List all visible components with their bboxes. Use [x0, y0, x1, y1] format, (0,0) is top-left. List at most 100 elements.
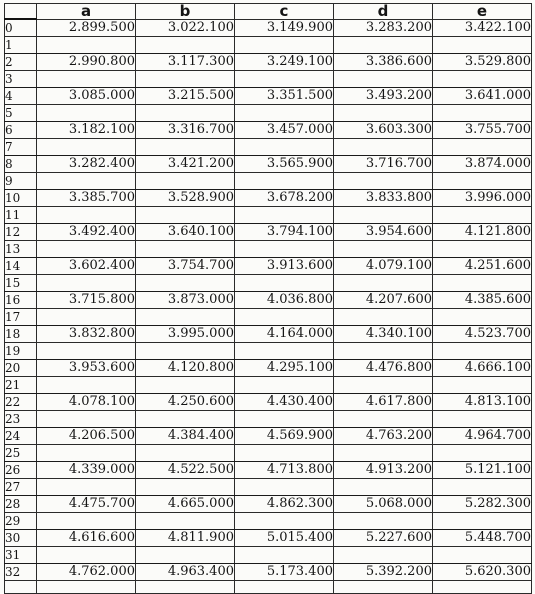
table-row: 9	[4, 172, 532, 190]
step-cell: 29	[4, 512, 37, 530]
value-cell-e: 3.422.100	[432, 18, 532, 37]
value-cell-e	[432, 274, 532, 292]
value-cell-b	[135, 342, 235, 360]
blank-cell	[135, 580, 235, 594]
step-cell: 27	[4, 478, 37, 496]
table-row: 25	[4, 444, 532, 462]
step-cell: 18	[4, 325, 37, 343]
value-cell-a	[36, 444, 136, 462]
value-cell-a	[36, 308, 136, 326]
value-cell-d: 4.617.800	[333, 393, 433, 411]
value-cell-e	[432, 444, 532, 462]
step-cell: 23	[4, 410, 37, 428]
value-cell-d	[333, 206, 433, 224]
value-cell-c	[234, 104, 334, 122]
value-cell-e	[432, 240, 532, 258]
value-cell-b: 4.963.400	[135, 563, 235, 581]
value-cell-e	[432, 376, 532, 394]
column-header-d: d	[333, 3, 433, 20]
value-cell-a: 4.078.100	[36, 393, 136, 411]
value-cell-c: 3.565.900	[234, 155, 334, 173]
value-cell-d	[333, 274, 433, 292]
step-cell: 11	[4, 206, 37, 224]
value-cell-e: 4.666.100	[432, 359, 532, 377]
value-cell-e: 4.964.700	[432, 427, 532, 445]
step-cell: 25	[4, 444, 37, 462]
value-cell-a: 4.475.700	[36, 495, 136, 513]
value-cell-d: 3.603.300	[333, 121, 433, 139]
value-cell-e	[432, 138, 532, 156]
value-cell-a: 3.602.400	[36, 257, 136, 275]
table-row: 4 3.085.000 3.215.500 3.351.500 3.493.200 3.6…	[4, 87, 532, 105]
value-cell-b	[135, 240, 235, 258]
value-cell-e	[432, 512, 532, 530]
value-cell-d	[333, 342, 433, 360]
value-cell-a	[36, 104, 136, 122]
value-cell-d: 4.476.800	[333, 359, 433, 377]
value-cell-c	[234, 70, 334, 88]
value-cell-a	[36, 478, 136, 496]
value-cell-c: 3.678.200	[234, 189, 334, 207]
value-cell-d: 4.079.100	[333, 257, 433, 275]
column-header-b: b	[135, 3, 235, 20]
value-cell-c	[234, 206, 334, 224]
value-cell-b: 3.316.700	[135, 121, 235, 139]
value-cell-a	[36, 36, 136, 54]
step-cell: 0	[4, 18, 37, 37]
value-cell-e: 3.641.000	[432, 87, 532, 105]
value-cell-b	[135, 104, 235, 122]
step-cell: 19	[4, 342, 37, 360]
step-cell: 16	[4, 291, 37, 309]
value-cell-d	[333, 546, 433, 564]
step-cell: 9	[4, 172, 37, 190]
value-cell-c: 4.862.300	[234, 495, 334, 513]
value-cell-b: 3.215.500	[135, 87, 235, 105]
value-cell-c	[234, 240, 334, 258]
table-row: 23	[4, 410, 532, 428]
value-cell-b	[135, 444, 235, 462]
table-header-row: a b c d e	[4, 3, 532, 20]
table-row: 12 3.492.400 3.640.100 3.794.100 3.954.600 4.…	[4, 223, 532, 241]
value-cell-b: 3.995.000	[135, 325, 235, 343]
value-cell-c: 4.295.100	[234, 359, 334, 377]
value-cell-d	[333, 410, 433, 428]
table-row: 21	[4, 376, 532, 394]
table-row: 27	[4, 478, 532, 496]
value-cell-b: 3.528.900	[135, 189, 235, 207]
table-row: 29	[4, 512, 532, 530]
value-cell-d	[333, 308, 433, 326]
value-cell-a: 3.492.400	[36, 223, 136, 241]
value-cell-c: 3.794.100	[234, 223, 334, 241]
table-row: 31	[4, 546, 532, 564]
step-cell: 31	[4, 546, 37, 564]
blank-cell	[432, 580, 532, 594]
value-cell-a	[36, 410, 136, 428]
value-cell-a: 3.385.700	[36, 189, 136, 207]
value-cell-d: 3.833.800	[333, 189, 433, 207]
step-cell: 20	[4, 359, 37, 377]
value-cell-e	[432, 36, 532, 54]
value-cell-e: 3.755.700	[432, 121, 532, 139]
blank-cell	[234, 580, 334, 594]
blank-row	[4, 580, 532, 594]
value-cell-b: 3.873.000	[135, 291, 235, 309]
value-cell-b	[135, 376, 235, 394]
value-cell-a: 3.182.100	[36, 121, 136, 139]
value-cell-d	[333, 376, 433, 394]
step-cell: 7	[4, 138, 37, 156]
step-cell: 26	[4, 461, 37, 479]
value-cell-e	[432, 172, 532, 190]
value-cell-c	[234, 274, 334, 292]
table-row: 0 2.899.500 3.022.100 3.149.900 3.283.200 3.4…	[4, 18, 532, 37]
value-cell-c: 3.249.100	[234, 53, 334, 71]
value-cell-a: 2.990.800	[36, 53, 136, 71]
value-cell-b: 4.811.900	[135, 529, 235, 547]
blank-cell	[4, 580, 37, 594]
value-cell-e	[432, 546, 532, 564]
table-row: 28 4.475.700 4.665.000 4.862.300 5.068.000 5.…	[4, 495, 532, 513]
value-cell-c	[234, 36, 334, 54]
value-cell-d: 3.716.700	[333, 155, 433, 173]
table-row: 11	[4, 206, 532, 224]
value-cell-e	[432, 478, 532, 496]
value-cell-c: 4.430.400	[234, 393, 334, 411]
